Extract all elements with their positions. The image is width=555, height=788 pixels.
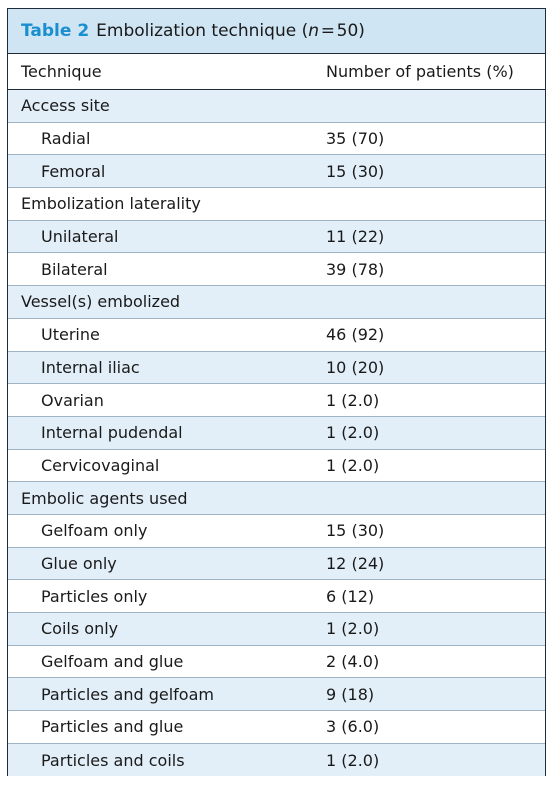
table-number: Table 2 xyxy=(21,21,90,41)
row-label: Particles and glue xyxy=(41,717,184,737)
row-label: Cervicovaginal xyxy=(41,455,160,475)
table-row: Bilateral 39 (78) xyxy=(8,253,545,287)
row-label: Access site xyxy=(21,96,110,116)
title-n-value: = 50) xyxy=(319,21,365,41)
row-label: Particles only xyxy=(41,586,148,606)
row-label: Ovarian xyxy=(41,390,104,410)
table-row: Particles only 6 (12) xyxy=(8,580,545,613)
row-value: 1 (2.0) xyxy=(326,455,380,475)
row-label: Embolic agents used xyxy=(21,488,188,508)
row-label: Gelfoam only xyxy=(41,521,148,541)
table-header: Technique Number of patients (%) xyxy=(8,54,545,90)
row-label: Bilateral xyxy=(41,259,108,279)
row-label: Vessel(s) embolized xyxy=(21,292,181,312)
row-value: 9 (18) xyxy=(326,684,375,704)
row-value: 1 (2.0) xyxy=(326,750,380,770)
table-row: Gelfoam and glue 2 (4.0) xyxy=(8,646,545,679)
table-row: Femoral 15 (30) xyxy=(8,155,545,189)
row-label: Uterine xyxy=(41,325,100,345)
row-label: Unilateral xyxy=(41,227,119,247)
row-label: Embolization laterality xyxy=(21,194,201,214)
title-n-symbol: n xyxy=(308,21,319,41)
row-value: 15 (30) xyxy=(326,161,385,181)
row-label: Internal pudendal xyxy=(41,423,183,443)
section-row: Vessel(s) embolized xyxy=(8,286,545,319)
table-row: Particles and glue 3 (6.0) xyxy=(8,711,545,744)
row-label: Coils only xyxy=(41,619,119,639)
row-value: 1 (2.0) xyxy=(326,390,380,410)
table-row: Ovarian 1 (2.0) xyxy=(8,384,545,417)
section-row: Access site xyxy=(8,90,545,123)
table-row: Cervicovaginal 1 (2.0) xyxy=(8,450,545,483)
table-row: Coils only 1 (2.0) xyxy=(8,613,545,646)
row-value: 3 (6.0) xyxy=(326,717,380,737)
row-value: 46 (92) xyxy=(326,325,385,345)
section-row: Embolic agents used xyxy=(8,482,545,515)
title-text: Embolization technique ( xyxy=(96,21,309,41)
row-label: Gelfoam and glue xyxy=(41,652,184,672)
row-label: Internal iliac xyxy=(41,357,140,377)
row-label: Glue only xyxy=(41,553,117,573)
table-row: Internal iliac 10 (20) xyxy=(8,351,545,385)
table-row: Internal pudendal 1 (2.0) xyxy=(8,416,545,450)
header-technique: Technique xyxy=(21,62,102,81)
table-body: Access site Radial 35 (70) Femoral 15 (30) Em… xyxy=(8,90,545,777)
row-label: Particles and gelfoam xyxy=(41,684,214,704)
row-value: 35 (70) xyxy=(326,129,385,149)
row-value: 15 (30) xyxy=(326,521,385,541)
table-row: Unilateral 11 (22) xyxy=(8,220,545,254)
table-row: Uterine 46 (92) xyxy=(8,319,545,352)
table-row: Radial 35 (70) xyxy=(8,123,545,156)
row-value: 2 (4.0) xyxy=(326,652,380,672)
table-row: Particles and coils 1 (2.0) xyxy=(8,743,545,777)
row-value: 6 (12) xyxy=(326,586,375,606)
row-label: Radial xyxy=(41,129,91,149)
row-label: Particles and coils xyxy=(41,750,185,770)
row-value: 1 (2.0) xyxy=(326,619,380,639)
row-value: 12 (24) xyxy=(326,553,385,573)
table-row: Glue only 12 (24) xyxy=(8,547,545,581)
table-row: Particles and gelfoam 9 (18) xyxy=(8,678,545,712)
table-caption: Table 2 Embolization technique (n = 50) xyxy=(8,9,545,54)
row-label: Femoral xyxy=(41,161,106,181)
table-frame: Table 2 Embolization technique (n = 50) … xyxy=(7,8,546,777)
table-title: Embolization technique (n = 50) xyxy=(96,21,365,41)
table-row: Gelfoam only 15 (30) xyxy=(8,515,545,548)
section-row: Embolization laterality xyxy=(8,188,545,221)
header-patients: Number of patients (%) xyxy=(326,62,514,81)
row-value: 10 (20) xyxy=(326,357,385,377)
row-value: 11 (22) xyxy=(326,227,385,247)
row-value: 39 (78) xyxy=(326,259,385,279)
row-value: 1 (2.0) xyxy=(326,423,380,443)
